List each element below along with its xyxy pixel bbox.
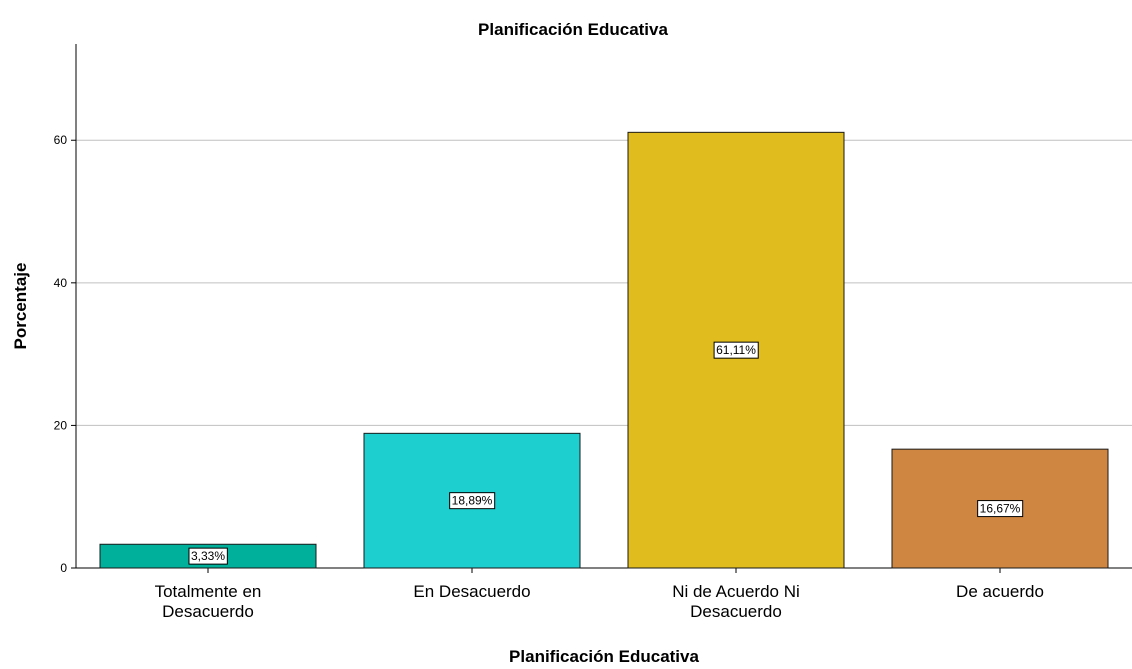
x-category-label: Desacuerdo — [690, 602, 782, 621]
data-label: 61,11% — [713, 341, 759, 359]
data-label-text: 16,67% — [980, 502, 1021, 516]
x-category-label: De acuerdo — [956, 582, 1044, 601]
data-label-text: 61,11% — [716, 343, 756, 357]
y-axis-title: Porcentaje — [11, 263, 30, 350]
data-label-box — [449, 492, 496, 510]
data-labels: 3,33% 18,89% 61,11% 16,67% — [188, 341, 1024, 565]
x-category-label: Desacuerdo — [162, 602, 254, 621]
data-label-text: 18,89% — [452, 494, 493, 508]
x-category-label: En Desacuerdo — [413, 582, 530, 601]
bars — [99, 131, 1109, 569]
y-tick-label: 40 — [54, 276, 68, 290]
y-tick-label: 0 — [60, 561, 67, 575]
y-tick-label: 20 — [54, 418, 68, 432]
data-label-box — [188, 547, 228, 565]
data-label: 16,67% — [977, 500, 1024, 518]
x-category-label: Totalmente en — [155, 582, 262, 601]
chart-title: Planificación Educativa — [478, 20, 668, 39]
y-axis-ticks: 0 20 40 60 — [54, 133, 76, 575]
y-tick-label: 60 — [54, 133, 68, 147]
data-label-text: 3,33% — [191, 549, 225, 563]
gridlines — [76, 139, 1132, 426]
data-label: 3,33% — [188, 547, 228, 565]
x-axis-title: Planificación Educativa — [509, 647, 699, 664]
x-category-label: Ni de Acuerdo Ni — [672, 582, 800, 601]
data-label: 18,89% — [449, 492, 496, 510]
data-label-box — [977, 500, 1024, 518]
data-label-box — [713, 341, 759, 359]
